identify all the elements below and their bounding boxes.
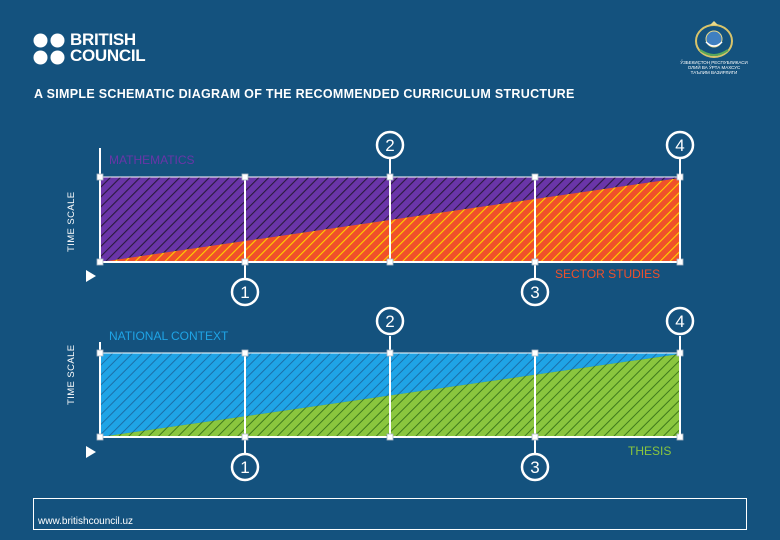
footer-url: www.britishcouncil.uz: [38, 516, 134, 527]
svg-text:2: 2: [385, 312, 394, 331]
footer: www.britishcouncil.uz: [33, 498, 747, 530]
logo-line-2: COUNCIL: [70, 46, 146, 65]
logo-line-1: BRITISH: [70, 30, 136, 49]
logo-dots-icon: [33, 33, 65, 65]
british-council-logo: BRITISH COUNCIL: [33, 30, 193, 67]
svg-text:1: 1: [240, 458, 249, 477]
marker-1-bottom: 1: [230, 277, 260, 307]
national-context-label: NATIONAL CONTEXT: [109, 329, 229, 343]
svg-text:3: 3: [530, 283, 539, 302]
marker-3-bottom: 3: [520, 277, 550, 307]
mathematics-label: MATHEMATICS: [109, 153, 195, 167]
diagram-mathematics: 2 4 1 3: [86, 130, 695, 307]
marker-2-top: 2: [375, 306, 405, 336]
time-axis-arrow-icon: [86, 270, 96, 282]
marker-3-bottom: 3: [520, 452, 550, 482]
svg-text:4: 4: [675, 312, 684, 331]
diagram-national-context: 2 4 1 3: [86, 306, 695, 482]
marker-2-top: 2: [375, 130, 405, 160]
emblem-caption-line-2: ОЛИЙ ВА ЎРТА МАХСУС: [687, 65, 741, 70]
marker-4-top: 4: [665, 306, 695, 336]
svg-text:1: 1: [240, 283, 249, 302]
emblem-caption-line-1: ЎЗБЕКИСТОН РЕСПУБЛИКАСИ: [680, 60, 748, 65]
state-emblem-icon: [695, 21, 733, 58]
svg-text:4: 4: [675, 136, 684, 155]
logo-wordmark: BRITISH COUNCIL: [70, 30, 146, 65]
page-title: A SIMPLE SCHEMATIC DIAGRAM OF THE RECOMM…: [34, 87, 575, 101]
time-axis-arrow-icon: [86, 446, 96, 458]
time-scale-label-2: TIME SCALE: [66, 344, 77, 406]
emblem-caption: ЎЗБЕКИСТОН РЕСПУБЛИКАСИ ОЛИЙ ВА ЎРТА МАХ…: [668, 60, 760, 75]
svg-text:3: 3: [530, 458, 539, 477]
sector-studies-label: SECTOR STUDIES: [555, 267, 661, 281]
svg-text:2: 2: [385, 136, 394, 155]
time-scale-label-1: TIME SCALE: [66, 191, 77, 253]
emblem-caption-line-3: ТАЪЛИМ ВАЗИРЛИГИ: [690, 70, 738, 75]
marker-4-top: 4: [665, 130, 695, 160]
marker-1-bottom: 1: [230, 452, 260, 482]
thesis-label: THESIS: [628, 444, 672, 458]
